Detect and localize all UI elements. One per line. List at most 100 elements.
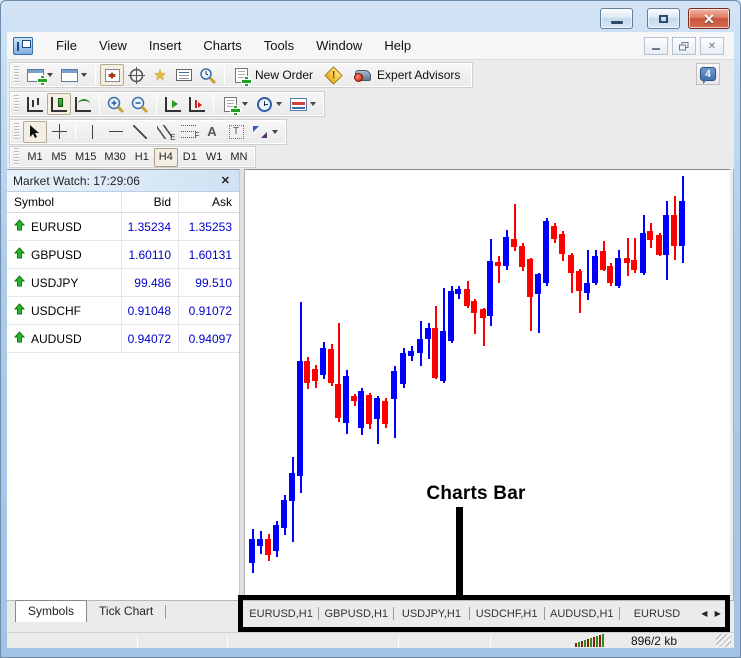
- timeframe-button-m30[interactable]: M30: [104, 151, 126, 163]
- candlestick-chart-button[interactable]: [47, 93, 71, 115]
- profiles-dropdown-arrow[interactable]: [81, 73, 87, 77]
- tab-symbols[interactable]: Symbols: [15, 600, 88, 622]
- bid-cell[interactable]: 1.35234: [122, 213, 179, 240]
- strategy-tester-button[interactable]: [196, 64, 220, 86]
- new-chart-dropdown-arrow[interactable]: [47, 73, 53, 77]
- column-header-ask[interactable]: Ask: [211, 195, 232, 209]
- table-row-audusd[interactable]: AUDUSD 0.94072 0.94097: [7, 325, 239, 353]
- menu-item-tools[interactable]: Tools: [263, 38, 295, 53]
- timeframe-button-m5[interactable]: M5: [51, 151, 67, 163]
- horizontal-line-button[interactable]: [104, 121, 128, 143]
- market-watch-title-bar[interactable]: Market Watch: 17:29:06 ✕: [7, 170, 239, 192]
- fibonacci-button[interactable]: F: [176, 121, 200, 143]
- data-window-button[interactable]: [124, 64, 148, 86]
- expert-advisors-label[interactable]: Expert Advisors: [377, 68, 461, 82]
- chart-tab-usdchf-h1[interactable]: USDCHF,H1: [475, 607, 538, 620]
- auto-scroll-button[interactable]: [161, 93, 185, 115]
- bar-chart-button[interactable]: [23, 93, 47, 115]
- arrows-dropdown-arrow[interactable]: [272, 129, 278, 134]
- toolbar-grip[interactable]: [14, 148, 19, 166]
- notifications-button[interactable]: 4: [696, 63, 720, 85]
- menu-item-file[interactable]: File: [56, 38, 77, 53]
- trendline-button[interactable]: [128, 121, 152, 143]
- menu-item-window[interactable]: Window: [316, 38, 363, 53]
- mdi-restore-button[interactable]: [672, 37, 696, 55]
- scroll-left-icon[interactable]: ◀: [701, 609, 708, 618]
- column-header-symbol[interactable]: Symbol: [7, 192, 122, 212]
- ask-cell[interactable]: 0.94097: [188, 331, 232, 346]
- panel-splitter[interactable]: [240, 169, 244, 632]
- menu-item-help[interactable]: Help: [384, 38, 412, 53]
- timeframe-button-m15[interactable]: M15: [75, 151, 97, 163]
- equidistant-channel-button[interactable]: E: [152, 121, 176, 143]
- terminal-button[interactable]: [172, 64, 196, 86]
- bid-cell[interactable]: 0.94072: [122, 325, 179, 352]
- toolbar-grip[interactable]: [14, 66, 19, 84]
- symbol-cell[interactable]: EURUSD: [7, 213, 122, 240]
- toolbar-grip[interactable]: [14, 122, 19, 141]
- line-chart-button[interactable]: [71, 93, 95, 115]
- timeframe-button-w1[interactable]: W1: [205, 151, 223, 163]
- chart-tab-eurusd-h1[interactable]: EURUSD,H1: [249, 607, 313, 620]
- table-row-usdjpy[interactable]: USDJPY 99.486 99.510: [7, 269, 239, 297]
- symbol-cell[interactable]: GBPUSD: [7, 241, 122, 268]
- mdi-close-button[interactable]: ✕: [700, 37, 724, 55]
- chart-tab-usdjpy-h1[interactable]: USDJPY,H1: [401, 607, 461, 620]
- new-order-button[interactable]: [229, 64, 253, 86]
- timeframe-button-m1[interactable]: M1: [27, 151, 43, 163]
- resize-grip[interactable]: [716, 634, 731, 647]
- ask-cell[interactable]: 99.510: [195, 275, 232, 290]
- tab-tick-chart[interactable]: Tick Chart: [99, 604, 154, 618]
- bid-cell[interactable]: 99.486: [122, 269, 179, 296]
- toolbar-grip[interactable]: [14, 95, 19, 113]
- text-tool-button[interactable]: A: [200, 121, 224, 143]
- window-close-button[interactable]: ✕: [688, 8, 730, 29]
- chart-area[interactable]: [244, 169, 730, 600]
- vertical-line-button[interactable]: [80, 121, 104, 143]
- symbol-cell[interactable]: USDJPY: [7, 269, 122, 296]
- symbol-cell[interactable]: USDCHF: [7, 297, 122, 324]
- alerts-button[interactable]: !: [321, 64, 345, 86]
- periods-dropdown-arrow[interactable]: [276, 102, 282, 106]
- window-minimize-button[interactable]: [600, 8, 633, 29]
- table-row-usdchf[interactable]: USDCHF 0.91048 0.91072: [7, 297, 239, 325]
- timeframe-button-d1[interactable]: D1: [182, 151, 197, 163]
- table-row-gbpusd[interactable]: GBPUSD 1.60110 1.60131: [7, 241, 239, 269]
- market-watch-close-icon[interactable]: ✕: [220, 175, 230, 187]
- templates-button[interactable]: [286, 93, 310, 115]
- indicators-button[interactable]: [218, 93, 242, 115]
- new-chart-button[interactable]: [23, 64, 47, 86]
- title-bar[interactable]: ✕: [0, 0, 741, 32]
- timeframe-button-h1[interactable]: H1: [134, 151, 149, 163]
- indicators-dropdown-arrow[interactable]: [242, 102, 248, 106]
- timeframe-button-mn[interactable]: MN: [230, 151, 248, 163]
- ask-cell[interactable]: 1.60131: [188, 247, 232, 262]
- periods-button[interactable]: [252, 93, 276, 115]
- crosshair-tool-button[interactable]: [47, 121, 71, 143]
- templates-dropdown-arrow[interactable]: [310, 102, 316, 106]
- expert-advisors-button[interactable]: [351, 64, 375, 86]
- chart-tab-eurusd[interactable]: EURUSD: [633, 607, 681, 620]
- timeframe-button-h4[interactable]: H4: [153, 147, 178, 167]
- menu-item-insert[interactable]: Insert: [148, 38, 182, 53]
- scroll-right-icon[interactable]: ▶: [714, 609, 721, 618]
- chart-tab-audusd-h1[interactable]: AUDUSD,H1: [549, 607, 614, 620]
- market-watch-toggle-button[interactable]: [100, 64, 124, 86]
- menu-item-charts[interactable]: Charts: [203, 38, 242, 53]
- profiles-button[interactable]: [57, 64, 81, 86]
- table-row-eurusd[interactable]: EURUSD 1.35234 1.35253: [7, 213, 239, 241]
- window-maximize-button[interactable]: [647, 8, 680, 29]
- column-header-bid[interactable]: Bid: [122, 192, 179, 212]
- text-label-button[interactable]: T: [224, 121, 248, 143]
- arrows-tool-button[interactable]: [248, 121, 272, 143]
- zoom-in-button[interactable]: [104, 93, 128, 115]
- menu-item-view[interactable]: View: [98, 38, 127, 53]
- zoom-out-button[interactable]: [128, 93, 152, 115]
- new-order-label[interactable]: New Order: [255, 68, 314, 82]
- ask-cell[interactable]: 0.91072: [188, 303, 232, 318]
- symbol-cell[interactable]: AUDUSD: [7, 325, 122, 352]
- chart-shift-button[interactable]: [185, 93, 209, 115]
- chart-tab-gbpusd-h1[interactable]: GBPUSD,H1: [324, 607, 389, 620]
- bid-cell[interactable]: 0.91048: [122, 297, 179, 324]
- cursor-button[interactable]: [23, 120, 47, 143]
